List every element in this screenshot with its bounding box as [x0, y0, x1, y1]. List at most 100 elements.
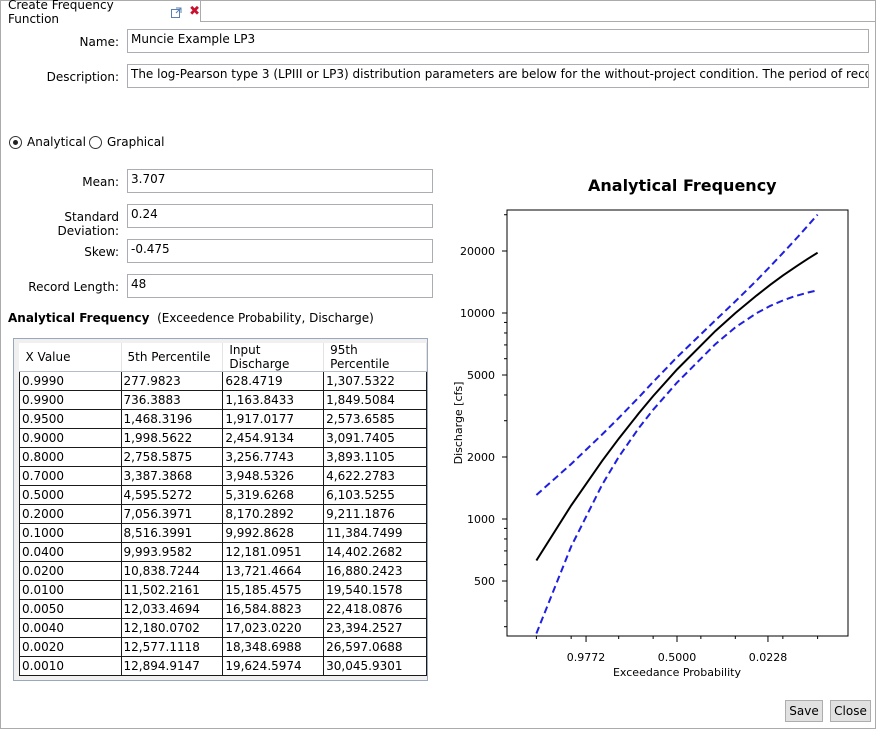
table-cell[interactable]: 1,307.5322: [323, 371, 427, 391]
table-cell[interactable]: 12,894.9147: [120, 656, 224, 676]
table-cell[interactable]: 0.2000: [19, 504, 122, 524]
table-cell[interactable]: 8,516.3991: [120, 523, 224, 543]
table-cell[interactable]: 0.0020: [19, 637, 122, 657]
save-button[interactable]: Save: [785, 700, 823, 722]
table-cell[interactable]: 6,103.5255: [323, 485, 427, 505]
table-cell[interactable]: 277.9823: [120, 371, 224, 391]
table-cell[interactable]: 0.0040: [19, 618, 122, 638]
table-cell[interactable]: 9,993.9582: [120, 542, 224, 562]
table-cell[interactable]: 19,624.5974: [222, 656, 325, 676]
table-row[interactable]: 0.0050 12,033.4694 16,584.8823 22,418.0876: [19, 599, 427, 619]
table-cell[interactable]: 0.9000: [19, 428, 122, 448]
radio-analytical[interactable]: Analytical: [9, 135, 86, 149]
table-cell[interactable]: 0.0100: [19, 580, 122, 600]
table-cell[interactable]: 12,577.1118: [120, 637, 224, 657]
table-cell[interactable]: 1,468.3196: [120, 409, 224, 429]
table-row[interactable]: 0.2000 7,056.3971 8,170.2892 9,211.1876: [19, 504, 427, 524]
table-row[interactable]: 0.8000 2,758.5875 3,256.7743 3,893.1105: [19, 447, 427, 467]
table-cell[interactable]: 22,418.0876: [323, 599, 427, 619]
table-cell[interactable]: 26,597.0688: [323, 637, 427, 657]
table-cell[interactable]: 12,181.0951: [222, 542, 325, 562]
close-tab-icon[interactable]: ✖: [189, 4, 200, 19]
table-cell[interactable]: 0.9500: [19, 409, 122, 429]
table-cell[interactable]: 0.9900: [19, 390, 122, 410]
table-cell[interactable]: 16,880.2423: [323, 561, 427, 581]
column-header-5th[interactable]: 5th Percentile: [121, 343, 224, 372]
table-cell[interactable]: 0.1000: [19, 523, 122, 543]
name-field[interactable]: Muncie Example LP3: [127, 29, 869, 53]
table-row[interactable]: 0.5000 4,595.5272 5,319.6268 6,103.5255: [19, 485, 427, 505]
table-row[interactable]: 0.0200 10,838.7244 13,721.4664 16,880.2423: [19, 561, 427, 581]
table-cell[interactable]: 0.8000: [19, 447, 122, 467]
table-cell[interactable]: 3,256.7743: [222, 447, 325, 467]
table-cell[interactable]: 2,758.5875: [120, 447, 224, 467]
table-row[interactable]: 0.7000 3,387.3868 3,948.5326 4,622.2783: [19, 466, 427, 486]
table-cell[interactable]: 3,091.7405: [323, 428, 427, 448]
close-button[interactable]: Close: [830, 700, 871, 722]
table-cell[interactable]: 1,849.5084: [323, 390, 427, 410]
table-cell[interactable]: 1,917.0177: [222, 409, 325, 429]
table-cell[interactable]: 2,454.9134: [222, 428, 325, 448]
table-cell[interactable]: 14,402.2682: [323, 542, 427, 562]
record-length-field[interactable]: 48: [127, 274, 433, 298]
table-cell[interactable]: 3,387.3868: [120, 466, 224, 486]
table-row[interactable]: 0.9000 1,998.5622 2,454.9134 3,091.7405: [19, 428, 427, 448]
tab-create-frequency-function[interactable]: Create Frequency Function ✖: [0, 0, 201, 26]
table-cell[interactable]: 11,384.7499: [323, 523, 427, 543]
table-cell[interactable]: 0.9990: [19, 371, 122, 391]
table-cell[interactable]: 18,348.6988: [222, 637, 325, 657]
table-row[interactable]: 0.0010 12,894.9147 19,624.5974 30,045.9301: [19, 656, 427, 676]
table-cell[interactable]: 0.0010: [19, 656, 122, 676]
description-label: Description:: [46, 70, 119, 84]
table-cell[interactable]: 1,998.5622: [120, 428, 224, 448]
mean-field[interactable]: 3.707: [127, 169, 433, 193]
std-field[interactable]: 0.24: [127, 204, 433, 228]
table-row[interactable]: 0.9900 736.3883 1,163.8433 1,849.5084: [19, 390, 427, 410]
table-row[interactable]: 0.0100 11,502.2161 15,185.4575 19,540.1578: [19, 580, 427, 600]
table-cell[interactable]: 13,721.4664: [222, 561, 325, 581]
table-cell[interactable]: 4,595.5272: [120, 485, 224, 505]
table-cell[interactable]: 9,211.1876: [323, 504, 427, 524]
table-cell[interactable]: 0.0050: [19, 599, 122, 619]
popout-icon[interactable]: [171, 7, 182, 18]
table-cell[interactable]: 12,180.0702: [120, 618, 224, 638]
table-cell[interactable]: 10,838.7244: [120, 561, 224, 581]
table-cell[interactable]: 15,185.4575: [222, 580, 325, 600]
table-cell[interactable]: 12,033.4694: [120, 599, 224, 619]
table-cell[interactable]: 2,573.6585: [323, 409, 427, 429]
table-cell[interactable]: 30,045.9301: [323, 656, 427, 676]
table-cell[interactable]: 3,948.5326: [222, 466, 325, 486]
table-cell[interactable]: 1,163.8433: [222, 390, 325, 410]
table-cell[interactable]: 736.3883: [120, 390, 224, 410]
table-cell[interactable]: 7,056.3971: [120, 504, 224, 524]
table-row[interactable]: 0.0040 12,180.0702 17,023.0220 23,394.2527: [19, 618, 427, 638]
table-cell[interactable]: 8,170.2892: [222, 504, 325, 524]
table-cell[interactable]: 4,622.2783: [323, 466, 427, 486]
column-header-x-value[interactable]: X Value: [19, 343, 122, 372]
table-row[interactable]: 0.1000 8,516.3991 9,992.8628 11,384.7499: [19, 523, 427, 543]
table-cell[interactable]: 0.0200: [19, 561, 122, 581]
table-row[interactable]: 0.9500 1,468.3196 1,917.0177 2,573.6585: [19, 409, 427, 429]
radio-graphical-indicator[interactable]: [89, 135, 102, 149]
table-cell[interactable]: 19,540.1578: [323, 580, 427, 600]
table-cell[interactable]: 3,893.1105: [323, 447, 427, 467]
table-cell[interactable]: 628.4719: [222, 371, 325, 391]
radio-graphical[interactable]: Graphical: [89, 135, 164, 149]
table-row[interactable]: 0.0020 12,577.1118 18,348.6988 26,597.0688: [19, 637, 427, 657]
description-field[interactable]: The log-Pearson type 3 (LPIII or LP3) di…: [127, 64, 869, 88]
table-cell[interactable]: 17,023.0220: [222, 618, 325, 638]
table-cell[interactable]: 0.0400: [19, 542, 122, 562]
table-cell[interactable]: 11,502.2161: [120, 580, 224, 600]
table-row[interactable]: 0.9990 277.9823 628.4719 1,307.5322: [19, 371, 427, 391]
table-cell[interactable]: 9,992.8628: [222, 523, 325, 543]
column-header-input[interactable]: Input Discharge: [222, 343, 325, 372]
column-header-95th[interactable]: 95th Percentile: [323, 343, 427, 372]
radio-analytical-indicator[interactable]: [9, 135, 22, 149]
table-row[interactable]: 0.0400 9,993.9582 12,181.0951 14,402.2682: [19, 542, 427, 562]
skew-field[interactable]: -0.475: [127, 239, 433, 263]
table-cell[interactable]: 16,584.8823: [222, 599, 325, 619]
table-cell[interactable]: 5,319.6268: [222, 485, 325, 505]
table-cell[interactable]: 0.5000: [19, 485, 122, 505]
table-cell[interactable]: 0.7000: [19, 466, 122, 486]
table-cell[interactable]: 23,394.2527: [323, 618, 427, 638]
